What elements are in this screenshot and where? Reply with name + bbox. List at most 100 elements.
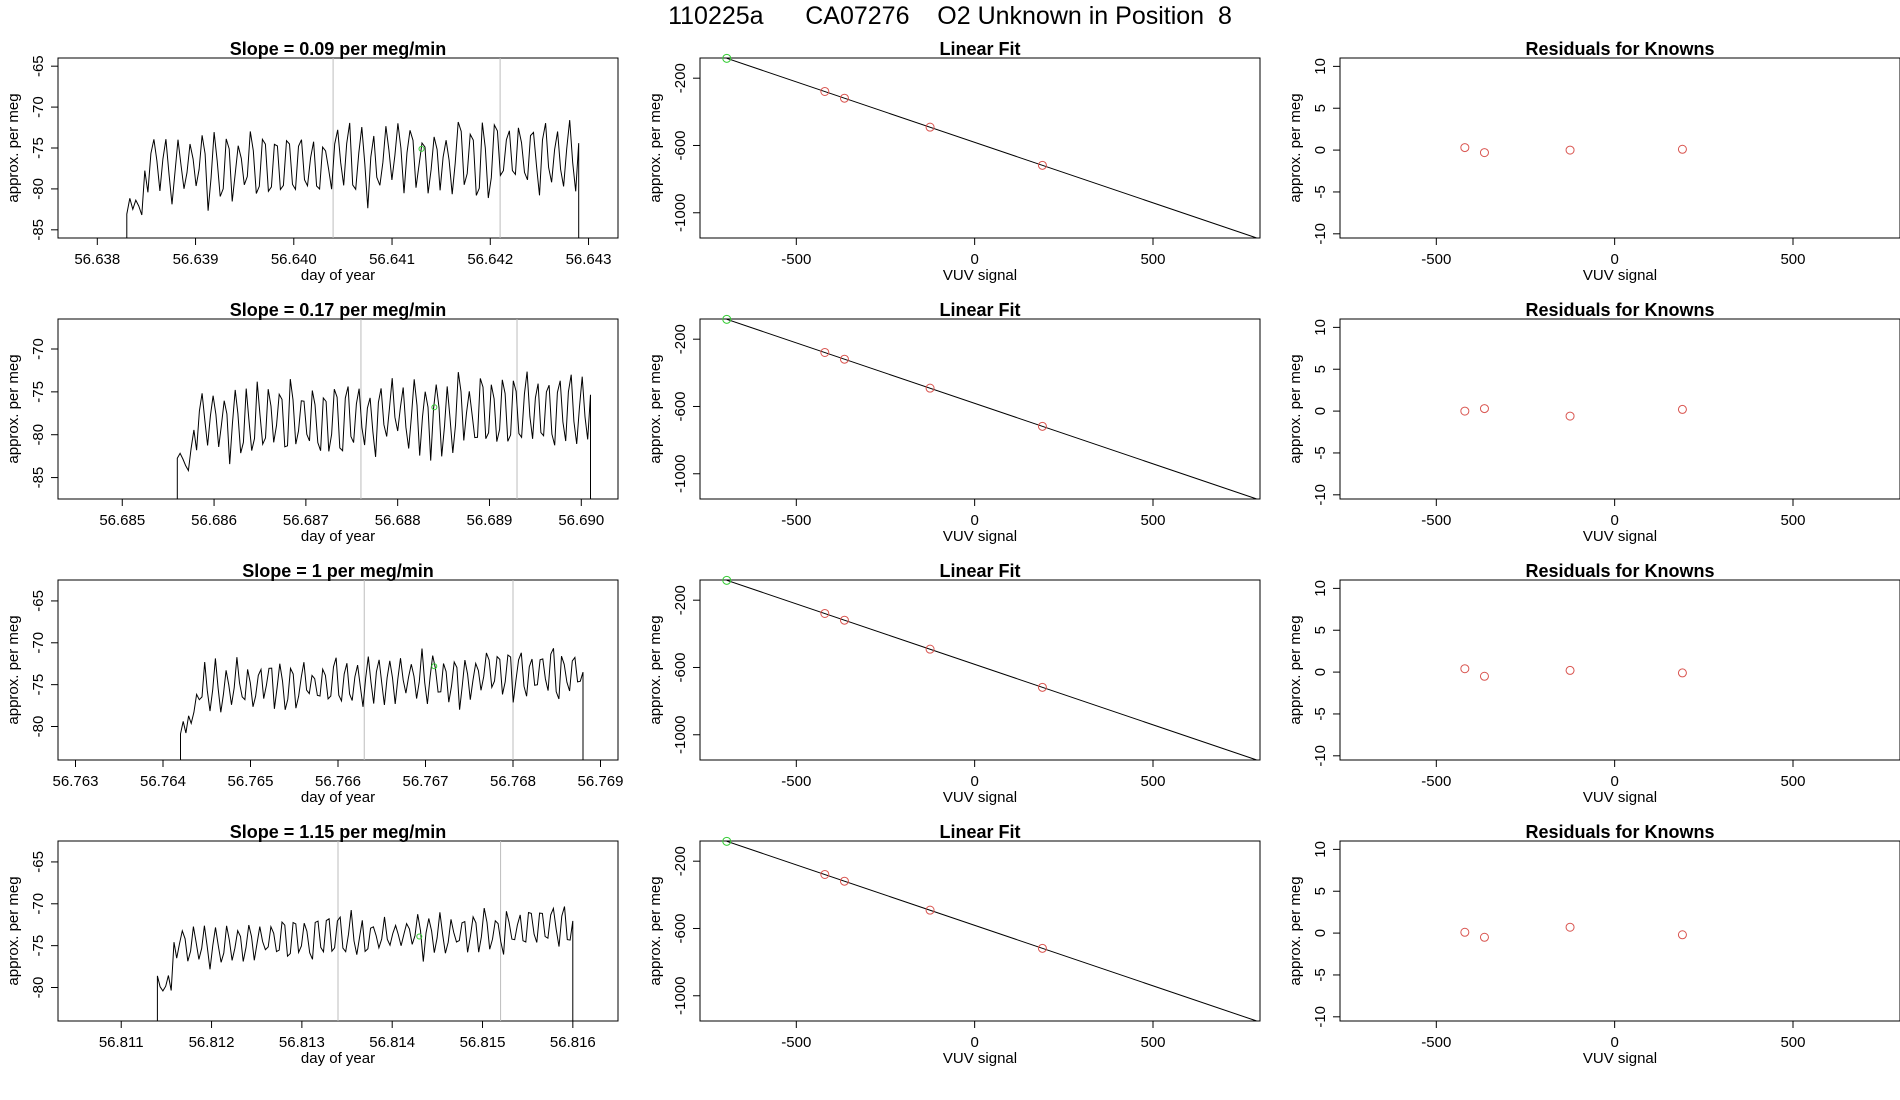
panel-1-time-series-ytick-label: -85 — [30, 219, 47, 241]
panel-2-residuals-xtick-label: 0 — [1610, 512, 1618, 529]
panel-1-time-series-xtick-label: 56.640 — [271, 251, 317, 268]
panel-3-residuals-title: Residuals for Knowns — [1525, 561, 1714, 581]
panel-1-time-series-ytick-label: -80 — [30, 178, 47, 200]
panel-3-linear-fit-title: Linear Fit — [939, 561, 1020, 581]
panel-4-time-series-xtick-label: 56.814 — [369, 1034, 415, 1051]
panel-4-linear-fit-ylabel: approx. per meg — [647, 876, 664, 985]
panel-2-linear-fit-xtick-label: -500 — [781, 512, 811, 529]
panel-1-residuals-residual-point — [1677, 144, 1687, 154]
panel-1-linear-fit-ytick-label: -200 — [672, 63, 689, 93]
panel-3-residuals-residual-point — [1677, 668, 1687, 678]
panel-3-time-series-ytick-label: -65 — [30, 590, 47, 612]
panel-2-time-series-signal-line — [176, 371, 591, 499]
panel-3-linear-fit-xtick-label: 500 — [1140, 773, 1165, 790]
panel-2-residuals-ytick-label: -10 — [1312, 484, 1329, 506]
panel-4-linear-fit-title: Linear Fit — [939, 822, 1020, 842]
panel-2-residuals-residual-point — [1677, 404, 1687, 414]
panel-1-residuals-ytick-label: -10 — [1312, 223, 1329, 245]
panel-1-linear-fit-xlabel: VUV signal — [943, 267, 1017, 284]
panel-2-linear-fit-known-point — [839, 354, 849, 364]
panel-1-linear-fit-ytick-label: -1000 — [672, 194, 689, 232]
panel-3-residuals-frame — [1339, 579, 1900, 761]
panel-1-time-series-xtick-label: 56.639 — [173, 251, 219, 268]
panel-3-linear-fit-known-point — [925, 644, 935, 654]
panel-2-time-series-xtick-label: 56.690 — [558, 512, 604, 529]
panel-3-linear-fit-fit-line — [726, 580, 1257, 760]
panel-1-time-series-ytick-label: -75 — [30, 137, 47, 159]
panel-2-time-series-title: Slope = 0.17 per meg/min — [230, 300, 447, 320]
panel-3-linear-fit-ytick-label: -600 — [672, 652, 689, 682]
panel-4-time-series-xtick-label: 56.813 — [279, 1034, 325, 1051]
panel-3-residuals-ytick-label: 10 — [1312, 580, 1329, 597]
panel-2-linear-fit-known-point — [820, 347, 830, 357]
panel-1-residuals-ytick-label: 0 — [1312, 146, 1329, 154]
panel-1-time-series-ylabel: approx. per meg — [5, 93, 22, 202]
panel-4-time-series-signal-line — [156, 906, 574, 1021]
panel-2-residuals-residual-point — [1460, 406, 1470, 416]
panel-3-residuals-xtick-label: 500 — [1780, 773, 1805, 790]
panel-4-linear-fit-known-point — [839, 876, 849, 886]
panel-2-residuals-ytick-label: 10 — [1312, 319, 1329, 336]
panel-4-time-series-xtick-label: 56.812 — [189, 1034, 235, 1051]
panel-4-linear-fit-frame — [699, 840, 1261, 1022]
panel-2-time-series-unknown-point — [431, 404, 438, 411]
panel-2-linear-fit-xlabel: VUV signal — [943, 528, 1017, 545]
panel-3-residuals-ytick-label: 0 — [1312, 668, 1329, 676]
panel-1-time-series-xlabel: day of year — [301, 267, 375, 284]
panel-3-time-series-ytick-label: -70 — [30, 632, 47, 654]
panel-3-time-series-frame — [57, 579, 619, 761]
panel-1-linear-fit-frame — [699, 57, 1261, 239]
panel-2-linear-fit-ytick-label: -1000 — [672, 455, 689, 493]
panel-4-time-series-ytick-label: -75 — [30, 935, 47, 957]
panel-2-residuals-frame — [1339, 318, 1900, 500]
panel-1-linear-fit-known-point — [925, 122, 935, 132]
panel-2-linear-fit-xtick-label: 500 — [1140, 512, 1165, 529]
figure-title: 110225a CA07276 O2 Unknown in Position 8 — [668, 2, 1232, 30]
panel-4-linear-fit-ytick-label: -200 — [672, 846, 689, 876]
panel-1-residuals-xtick-label: 500 — [1780, 251, 1805, 268]
panel-1-residuals-title: Residuals for Knowns — [1525, 39, 1714, 59]
panel-4-time-series-title: Slope = 1.15 per meg/min — [230, 822, 447, 842]
panel-4-residuals-ytick-label: 5 — [1312, 887, 1329, 895]
panel-4-time-series-ytick-label: -70 — [30, 893, 47, 915]
panel-4-residuals-frame — [1339, 840, 1900, 1022]
panel-1-linear-fit-xtick-label: 0 — [970, 251, 978, 268]
panel-3-time-series-title: Slope = 1 per meg/min — [242, 561, 434, 581]
panel-2-residuals-xlabel: VUV signal — [1583, 528, 1657, 545]
panel-1-residuals-frame — [1339, 57, 1900, 239]
panel-1-time-series-xtick-label: 56.643 — [566, 251, 612, 268]
panel-1-linear-fit-fit-line — [726, 58, 1257, 238]
panel-3-linear-fit-ytick-label: -1000 — [672, 716, 689, 754]
panel-2-residuals-ytick-label: -5 — [1312, 446, 1329, 459]
panel-2-linear-fit-known-point — [925, 383, 935, 393]
panel-1-linear-fit-ytick-label: -600 — [672, 130, 689, 160]
panel-3-residuals-residual-point — [1479, 671, 1489, 681]
panel-3-linear-fit-ylabel: approx. per meg — [647, 615, 664, 724]
panel-2-residuals-residual-point — [1565, 411, 1575, 421]
panel-3-residuals-residual-point — [1460, 664, 1470, 674]
panel-3-residuals-residual-point — [1565, 665, 1575, 675]
panel-1-time-series-xtick-label: 56.641 — [369, 251, 415, 268]
panel-4-linear-fit-known-point — [925, 905, 935, 915]
panel-3-time-series-ytick-label: -80 — [30, 716, 47, 738]
panel-1-residuals-xtick-label: -500 — [1421, 251, 1451, 268]
panel-3-time-series-xtick-label: 56.763 — [53, 773, 99, 790]
panel-2-linear-fit-xtick-label: 0 — [970, 512, 978, 529]
panel-4-residuals-residual-point — [1479, 932, 1489, 942]
panel-4-time-series-xtick-label: 56.815 — [460, 1034, 506, 1051]
panel-4-residuals-ytick-label: -5 — [1312, 968, 1329, 981]
panel-4-residuals-ytick-label: -10 — [1312, 1006, 1329, 1028]
panel-1-linear-fit-known-point — [839, 93, 849, 103]
panel-2-residuals-ytick-label: 0 — [1312, 407, 1329, 415]
panel-3-time-series-xtick-label: 56.765 — [228, 773, 274, 790]
panel-1-residuals-residual-point — [1479, 148, 1489, 158]
panel-3-residuals-xtick-label: -500 — [1421, 773, 1451, 790]
panel-2-time-series-xtick-label: 56.686 — [191, 512, 237, 529]
panel-2-time-series-xtick-label: 56.685 — [99, 512, 145, 529]
panel-4-linear-fit-xtick-label: 0 — [970, 1034, 978, 1051]
panel-3-linear-fit-known-point — [839, 615, 849, 625]
panel-1-linear-fit-title: Linear Fit — [939, 39, 1020, 59]
panel-4-residuals-xlabel: VUV signal — [1583, 1050, 1657, 1067]
panel-2-time-series-xtick-label: 56.689 — [467, 512, 513, 529]
